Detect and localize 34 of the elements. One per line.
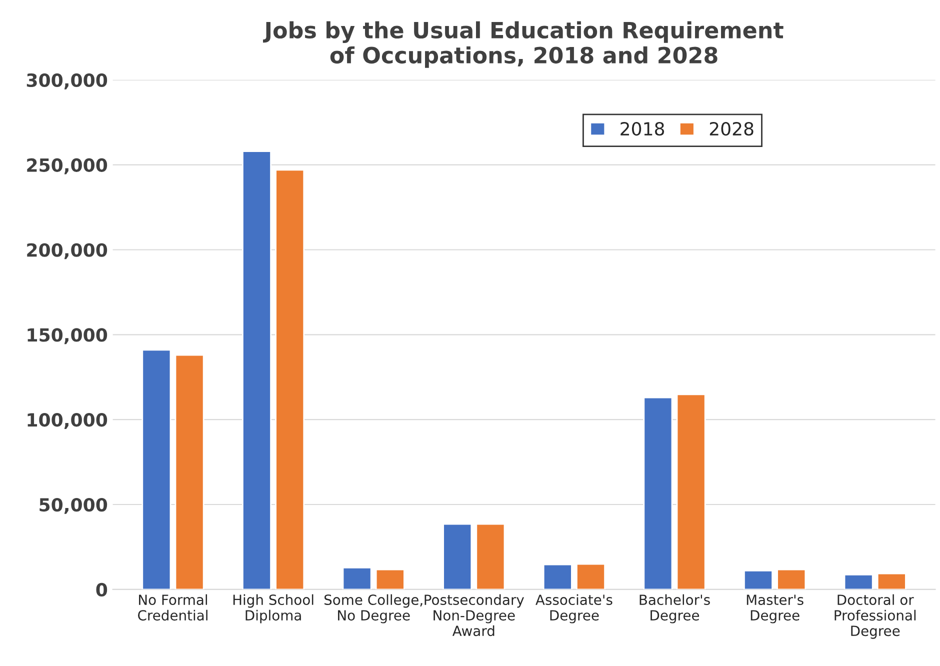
bar: [142, 349, 172, 590]
bar: [676, 394, 706, 590]
bar: [476, 523, 506, 590]
y-tick-label: 250,000: [27, 158, 108, 174]
x-tick-label: Doctoral or Professional Degree: [834, 594, 916, 639]
bar: [744, 570, 773, 590]
bar: [442, 523, 472, 590]
y-tick-label: 150,000: [28, 328, 108, 344]
legend-label: 2018: [620, 122, 664, 136]
bar: [275, 169, 305, 590]
x-tick-label: Some College, No Degree: [324, 594, 422, 624]
y-tick-label: 200,000: [27, 243, 108, 260]
x-tick-label: Associate's Degree: [536, 594, 612, 624]
bar: [375, 568, 405, 590]
bar: [174, 354, 204, 590]
y-tick-label: 300,000: [26, 73, 108, 90]
y-tick-label: 50,000: [40, 498, 108, 514]
x-tick-label: High School Diploma: [233, 594, 314, 624]
bar: [776, 568, 806, 590]
legend-label: 2028: [710, 122, 754, 136]
x-tick-label: No Formal Credential: [138, 594, 208, 621]
bar: [576, 563, 606, 590]
bar: [844, 574, 874, 590]
bar: [542, 564, 572, 590]
bar: [242, 150, 272, 590]
x-tick-label: Master's Degree: [746, 594, 804, 624]
bar: [342, 566, 372, 590]
y-tick-label: 0: [96, 582, 108, 597]
bar: [876, 572, 906, 590]
x-tick-label: Postsecondary Non-Degree Award: [424, 594, 524, 636]
chart-title: Jobs by the Usual Education Requirement of Occupations, 2018 and 2028: [263, 21, 784, 68]
y-tick-label: 100,000: [28, 413, 108, 430]
bar: [643, 396, 673, 590]
x-tick-label: Bachelor's Degree: [640, 594, 710, 624]
